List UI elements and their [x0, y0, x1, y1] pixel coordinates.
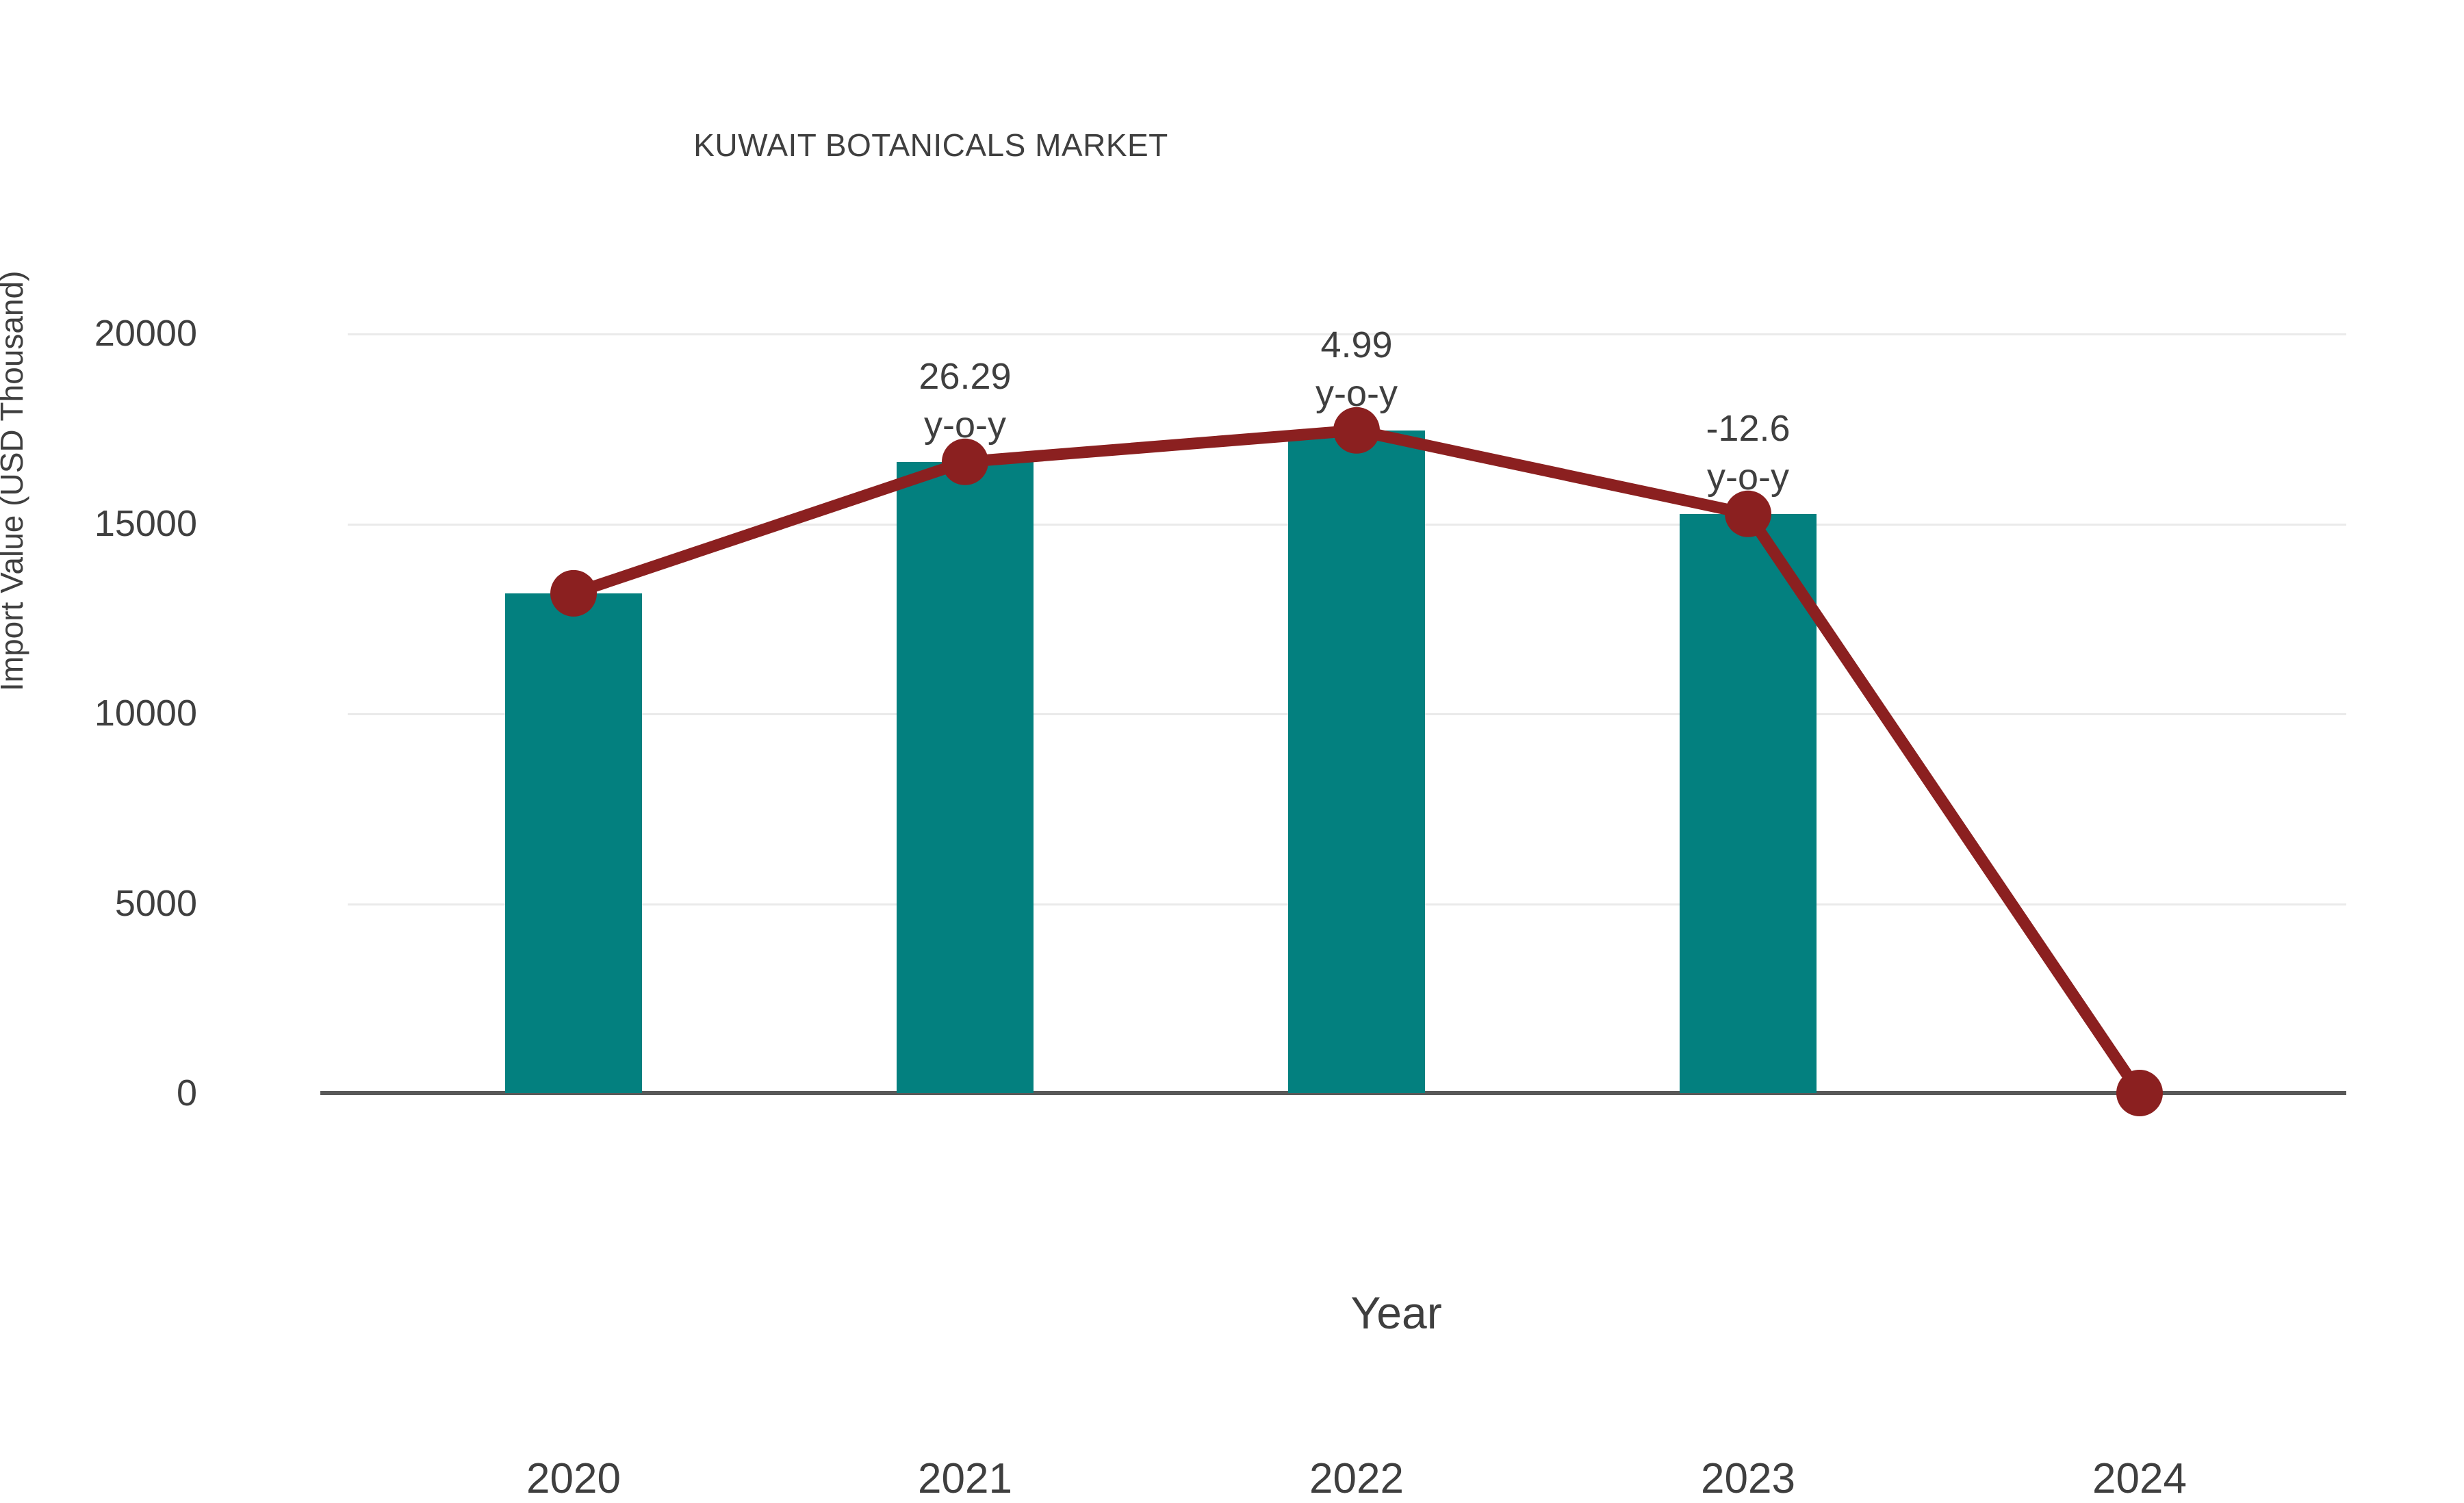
y-axis-tick-label: 5000 [114, 882, 197, 924]
gridline [348, 333, 2346, 335]
annotation-unit: y-o-y [1316, 373, 1398, 415]
bar-2021[interactable] [897, 461, 1034, 1093]
y-axis-tick-label: 0 [176, 1072, 197, 1114]
x-axis-tick-label-2023: 2023 [1701, 1455, 1795, 1502]
chart-title: KUWAIT BOTANICALS MARKET [693, 127, 1168, 163]
annotation-2021: 26.29 y-o-y [787, 352, 1143, 450]
annotation-value: 4.99 [1320, 324, 1393, 365]
annotation-unit: y-o-y [1707, 457, 1789, 498]
plot-area: 0 5000 10000 15000 20000 2020 2021 2022 2023 2024… [94, 313, 2346, 1502]
annotation-value: 26.29 [919, 355, 1012, 397]
annotation-2023: -12.6 y-o-y [1570, 404, 1926, 502]
annotation-2022: 4.99 y-o-y [1179, 321, 1535, 419]
bar-2020[interactable] [505, 593, 642, 1093]
y-axis-tick-label: 15000 [94, 502, 197, 544]
annotation-value: -12.6 [1706, 407, 1791, 449]
x-axis-tick-label-2024: 2024 [2092, 1455, 2187, 1502]
x-axis-tick-label-2021: 2021 [918, 1455, 1012, 1502]
chart-figure: KUWAIT BOTANICALS MARKET 0 5000 10000 15000… [0, 127, 2346, 1502]
annotation-unit: y-o-y [924, 404, 1006, 446]
y-axis-title: Import Value (USD Thousand) [0, 270, 29, 691]
x-axis-tick-label-2022: 2022 [1309, 1455, 1404, 1502]
y-axis-tick-label: 20000 [94, 313, 197, 354]
x-axis-title: Year [1350, 1287, 1442, 1338]
y-axis-tick-label: 10000 [94, 693, 197, 734]
bar-2023[interactable] [1680, 513, 1817, 1093]
x-axis-tick-label-2020: 2020 [526, 1455, 621, 1502]
bar-2022[interactable] [1288, 430, 1425, 1093]
